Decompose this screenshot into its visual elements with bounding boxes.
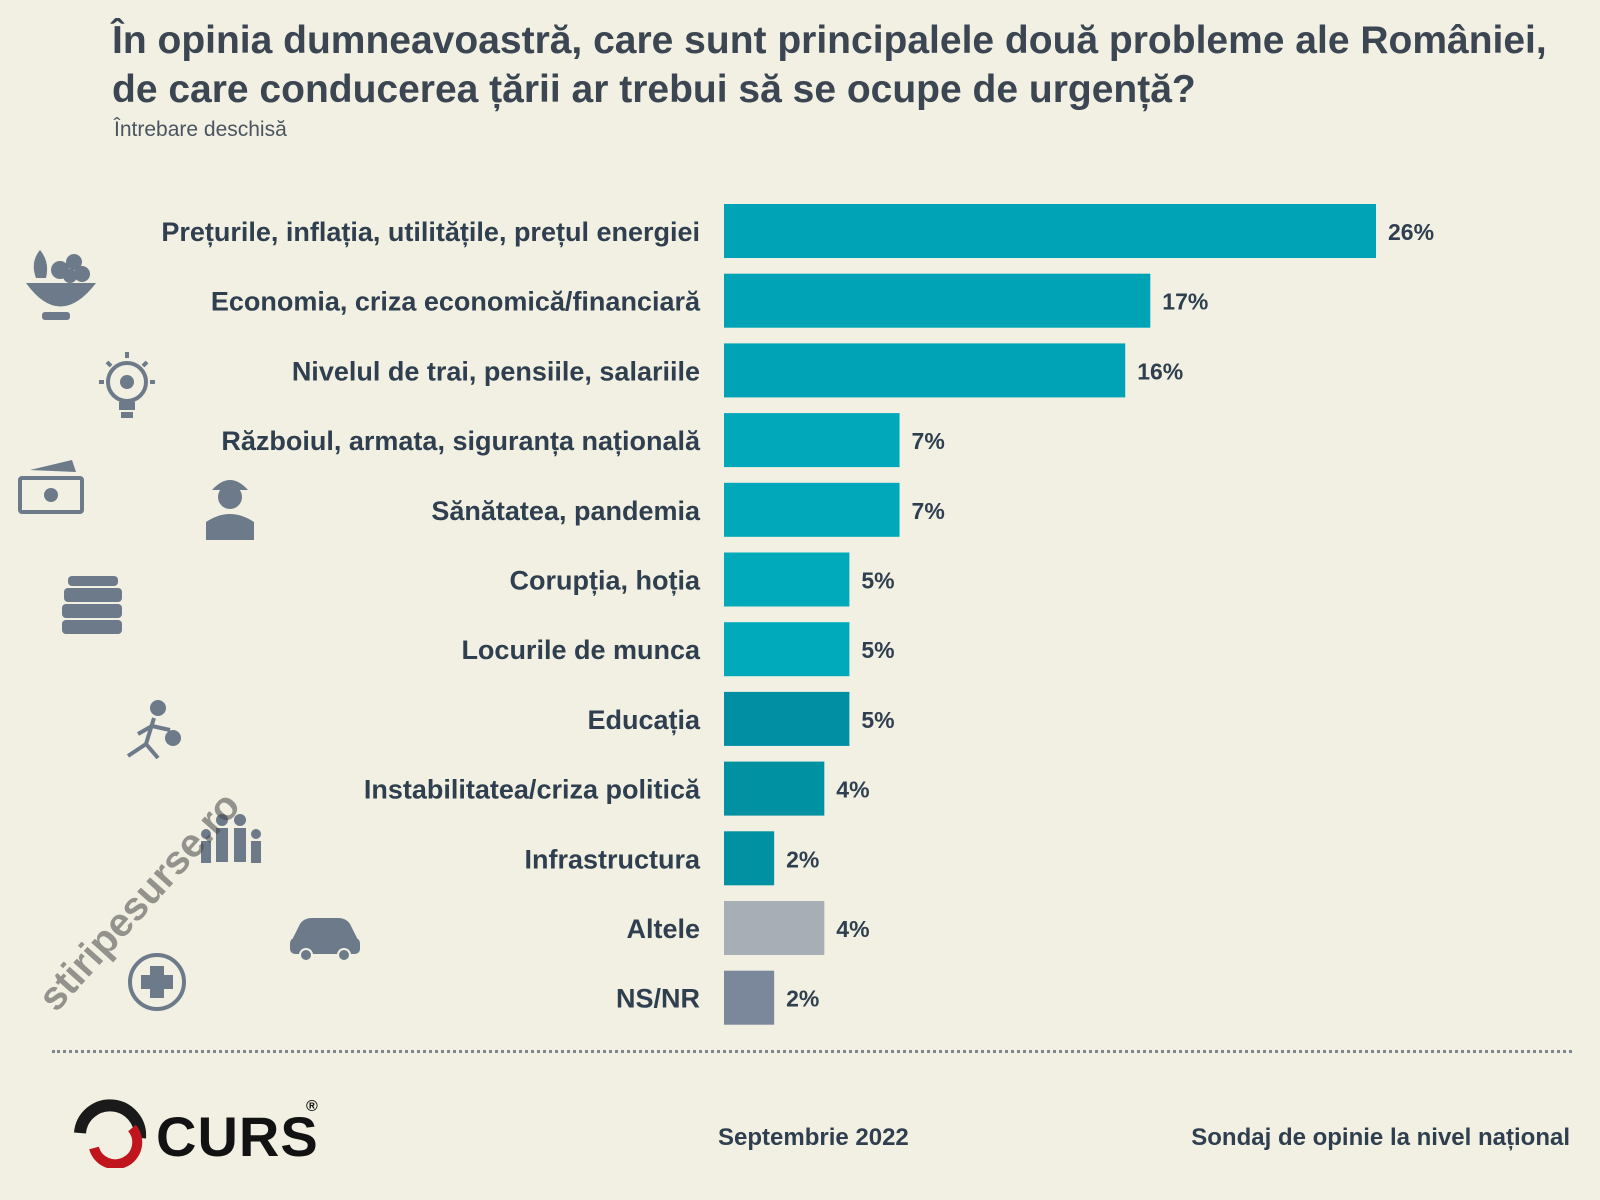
category-label-9: Infrastructura [524, 844, 701, 874]
category-label-8: Instabilitatea/criza politică [364, 775, 701, 805]
car-icon [290, 918, 360, 962]
bar-2 [724, 343, 1126, 398]
value-label-9: 2% [786, 846, 819, 872]
footer-divider [52, 1050, 1572, 1053]
survey-description: Sondaj de opinie la nivel național [1191, 1124, 1570, 1151]
category-labels: Prețurile, inflația, utilitățile, prețul… [161, 217, 701, 1014]
value-label-4: 7% [912, 498, 945, 524]
category-label-3: Războiul, armata, siguranța națională [221, 426, 701, 456]
chart-title: În opinia dumneavoastră, care sunt princ… [112, 19, 1547, 111]
bar-8 [724, 761, 825, 816]
chart-subtitle: Întrebare deschisă [114, 118, 287, 141]
value-label-7: 5% [861, 707, 894, 733]
bar-4 [724, 482, 900, 537]
value-label-0: 26% [1388, 219, 1434, 245]
thief-running-icon [126, 700, 181, 760]
category-label-2: Nivelul de trai, pensiile, salariile [292, 356, 700, 386]
value-label-6: 5% [861, 637, 894, 663]
bar-0 [724, 204, 1376, 258]
money-icon [18, 460, 84, 514]
category-label-7: Educația [587, 705, 701, 735]
bar-5 [724, 552, 850, 607]
category-label-5: Corupția, hoția [510, 566, 701, 596]
lightbulb-gear-icon [99, 352, 155, 418]
curs-logo-icon [74, 1099, 147, 1168]
survey-date: Septembrie 2022 [718, 1124, 909, 1151]
bar-1 [724, 273, 1151, 328]
category-label-11: NS/NR [616, 984, 700, 1014]
bar-7 [724, 691, 850, 746]
medical-cross-icon [128, 953, 186, 1011]
family-icon [201, 814, 261, 863]
category-label-4: Sănătatea, pandemia [431, 496, 701, 526]
bar-10 [724, 901, 825, 955]
value-label-2: 16% [1137, 358, 1183, 384]
value-label-5: 5% [861, 568, 894, 594]
category-label-10: Altele [626, 914, 700, 944]
value-label-1: 17% [1162, 289, 1208, 315]
brand-logo-text: CURS [156, 1105, 319, 1168]
category-label-6: Locurile de munca [461, 635, 701, 665]
category-label-0: Prețurile, inflația, utilitățile, prețul… [161, 217, 700, 247]
value-label-8: 4% [836, 777, 869, 803]
bars-group [724, 204, 1376, 1025]
value-labels: 26% 17% 16% 7% 7% 5% 5% 5% 4% 2% 4% 2% [786, 219, 1434, 1012]
bar-3 [724, 413, 900, 468]
fruit-basket-icon [26, 250, 96, 320]
bar-9 [724, 831, 775, 886]
soldier-icon [206, 480, 254, 540]
value-label-10: 4% [836, 916, 869, 942]
category-label-1: Economia, criza economică/financiară [211, 287, 701, 317]
value-label-3: 7% [912, 428, 945, 454]
value-label-11: 2% [786, 986, 819, 1012]
bar-11 [724, 970, 775, 1025]
registered-mark: ® [306, 1098, 318, 1115]
books-icon [62, 576, 122, 634]
bar-6 [724, 622, 850, 677]
